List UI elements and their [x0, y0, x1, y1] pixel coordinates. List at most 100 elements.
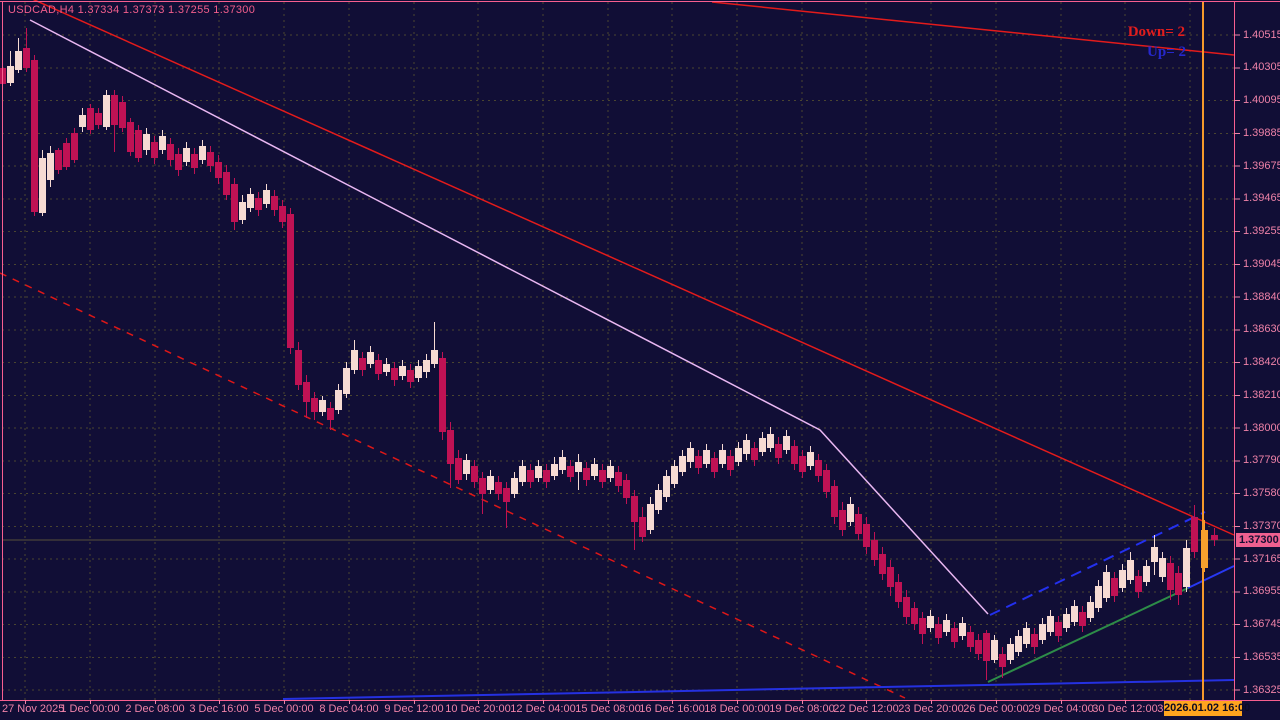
candle-body: [31, 60, 38, 212]
price-axis-label: 1.37370: [1243, 519, 1280, 532]
candle-body: [359, 358, 366, 370]
candle-body: [903, 597, 910, 617]
candle-body: [1183, 548, 1190, 587]
candle-body: [47, 153, 54, 180]
candle-body: [727, 456, 734, 470]
candle-body: [511, 478, 518, 494]
candle-body: [487, 476, 494, 490]
up-signal-count-label: Up= 2: [1147, 44, 1186, 60]
price-axis-label: 1.38210: [1243, 388, 1280, 401]
candle-body: [791, 446, 798, 464]
candle-body: [143, 134, 150, 150]
candle-body: [55, 150, 62, 170]
candle-body: [79, 115, 86, 127]
descending-trendline-top-right-red: [711, 1, 1235, 56]
candle-body: [119, 102, 126, 128]
candle-body: [959, 623, 966, 636]
candle-body: [583, 468, 590, 480]
candle-body: [559, 457, 566, 470]
time-axis-label: 22 Dec 12:00: [833, 703, 899, 715]
candle-body: [879, 554, 886, 574]
price-axis-label: 1.37165: [1243, 552, 1280, 565]
candle-body: [623, 480, 630, 498]
candle-body: [471, 466, 478, 482]
candle-body: [367, 352, 374, 364]
candle-body: [951, 628, 958, 642]
price-axis-label: 1.36745: [1243, 618, 1280, 630]
candle-body: [671, 466, 678, 484]
candle-body: [207, 152, 214, 166]
candle-body: [1135, 576, 1142, 592]
candle-body: [279, 206, 286, 222]
candle-body: [183, 148, 190, 162]
candle-body: [703, 450, 710, 464]
price-axis-label: 1.40095: [1243, 94, 1280, 106]
time-axis-label: 12 Dec 04:00: [510, 703, 576, 715]
candle-body: [927, 616, 934, 628]
time-axis-label: 29 Dec 04:00: [1028, 703, 1094, 715]
candle-body: [343, 368, 350, 394]
candle-body: [767, 434, 774, 448]
candle-body: [935, 624, 942, 638]
candle-body: [815, 460, 822, 476]
candle-body: [63, 143, 70, 167]
candle-body: [711, 458, 718, 472]
candle-body: [127, 122, 134, 152]
time-axis-label: 2 Dec 08:00: [125, 703, 185, 715]
candle-body: [1127, 560, 1134, 580]
candle-body: [439, 358, 446, 432]
candle-body: [335, 390, 342, 410]
time-axis-label: 18 Dec 00:00: [704, 703, 770, 715]
candle-body: [319, 400, 326, 412]
candle-body: [847, 504, 854, 522]
candle-body: [1047, 616, 1054, 632]
candle-body: [351, 350, 358, 370]
candle-body: [991, 640, 998, 660]
candle-body: [655, 490, 662, 510]
candle-body: [679, 456, 686, 472]
ascending-channel-upper-blue-dashed: [989, 511, 1206, 616]
time-axis-label: 30 Dec 12:00: [1092, 703, 1158, 715]
candle-body: [615, 472, 622, 486]
zigzag-violet: [29, 19, 989, 615]
candle-body: [631, 496, 638, 522]
candle-body: [495, 482, 502, 494]
candle-body: [111, 95, 118, 125]
candle-body: [839, 510, 846, 530]
candle-body: [1119, 570, 1126, 588]
time-axis-label: 8 Dec 04:00: [319, 703, 379, 715]
candle-body: [1079, 612, 1086, 626]
candle-body: [687, 448, 694, 462]
candle-body: [1211, 535, 1218, 540]
price-axis-label: 1.38840: [1243, 290, 1280, 303]
price-axis-label: 1.39255: [1243, 225, 1280, 237]
candle-body: [1191, 517, 1198, 552]
candle-body: [919, 618, 926, 634]
candle-body: [255, 198, 262, 210]
candle-body: [575, 462, 582, 472]
candle-body: [239, 202, 246, 220]
candle-body: [327, 408, 334, 420]
candle-body: [231, 184, 238, 222]
candle-body: [1087, 602, 1094, 618]
candle-body: [1023, 628, 1030, 644]
candle-body: [287, 214, 294, 348]
candle-body: [743, 440, 750, 454]
candle-body: [247, 194, 254, 208]
ascending-support-green: [987, 587, 1189, 683]
candle-body: [1111, 578, 1118, 596]
candle-body: [1063, 614, 1070, 628]
candle-body: [455, 458, 462, 480]
candle-body: [567, 466, 574, 477]
descending-channel-upper-red: [32, 0, 1235, 536]
crosshair-time-badge: 2026.01.02 16:00: [1164, 701, 1251, 716]
candle-body: [135, 130, 142, 158]
chart-title-ohlc: USDCAD,H4 1.37334 1.37373 1.37255 1.3730…: [8, 4, 256, 16]
candle-body: [1055, 622, 1062, 636]
candle-body: [647, 504, 654, 530]
candle-body: [303, 382, 310, 402]
candle-body: [215, 162, 222, 178]
candle-body: [999, 654, 1006, 667]
